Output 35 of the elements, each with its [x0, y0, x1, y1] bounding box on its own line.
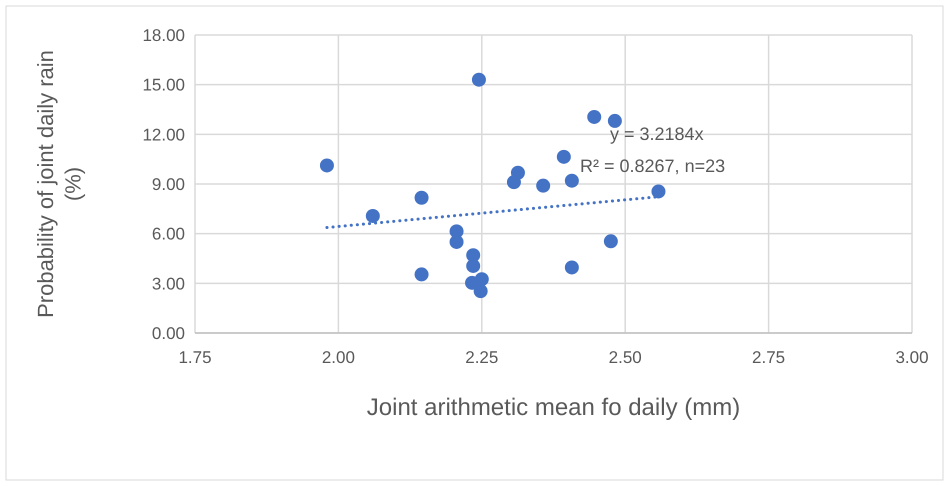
y-tick-label: 9.00: [152, 174, 185, 194]
x-tick-label: 2.75: [752, 348, 786, 367]
point: [536, 178, 550, 193]
point: [472, 72, 486, 87]
y-tick-label: 18.00: [142, 26, 185, 45]
y-axis-title: Probability of joint daily rain (%): [32, 50, 86, 318]
x-axis-title: Joint arithmetic mean fo daily (mm): [366, 394, 740, 421]
point: [510, 166, 525, 180]
annotation: R² = 0.8267, n=23: [580, 156, 726, 176]
y-tick-label: 3.00: [152, 274, 185, 294]
point: [564, 174, 579, 188]
y-tick-label: 6.00: [152, 224, 185, 244]
y-tick-label: 0.00: [152, 324, 185, 343]
x-tick-label: 2.00: [322, 348, 355, 367]
x-tick-label: 1.75: [178, 348, 212, 367]
point: [556, 150, 571, 164]
x-tick-label: 3.00: [895, 348, 929, 367]
annotation: y = 3.2184x: [610, 124, 704, 144]
x-tick-label: 2.25: [465, 348, 498, 367]
point: [366, 208, 380, 223]
point: [564, 260, 579, 274]
point: [474, 284, 488, 298]
point: [414, 190, 429, 205]
y-tick-label: 15.00: [142, 76, 185, 95]
y-tick-label: 12.00: [142, 125, 185, 144]
point: [587, 110, 602, 124]
point: [466, 258, 480, 273]
point: [608, 114, 622, 128]
point: [651, 184, 666, 198]
point: [414, 267, 429, 282]
point: [604, 234, 618, 248]
point: [450, 234, 464, 249]
point: [474, 272, 489, 286]
x-tick-label: 2.50: [608, 348, 642, 367]
point: [320, 158, 334, 172]
